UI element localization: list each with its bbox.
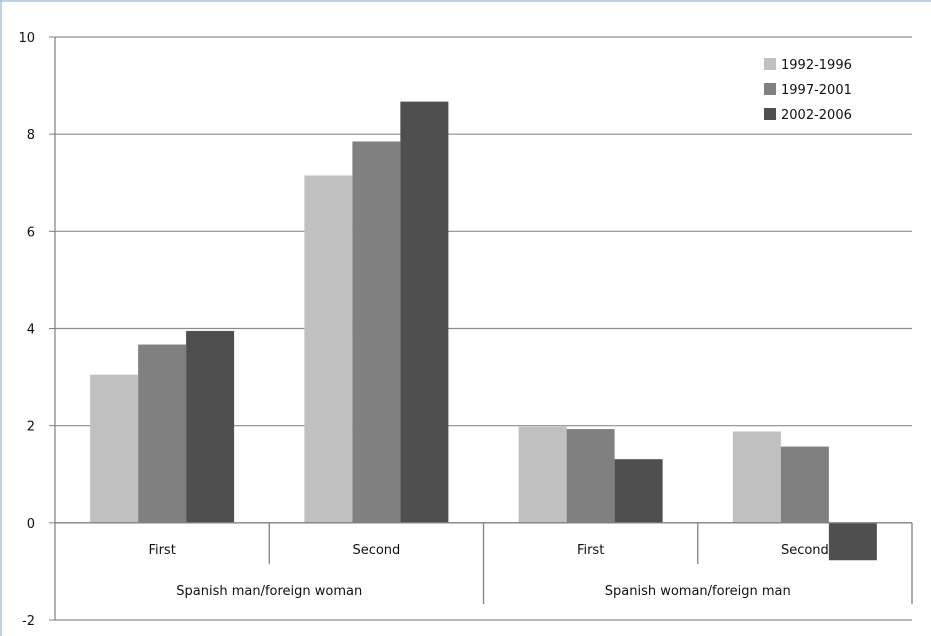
bar-1997-2001 [781,447,829,523]
y-tick-label: 6 [27,225,35,240]
legend-swatch-1992-1996 [764,58,776,70]
y-tick-label: 10 [18,31,35,46]
category-label: Second [781,543,829,558]
bar-1992-1996 [519,427,567,523]
bar-1992-1996 [90,375,138,523]
y-tick-label: 4 [27,323,35,338]
bar-1997-2001 [567,429,615,523]
bar-2002-2006 [400,102,448,523]
bar-1992-1996 [733,431,781,522]
legend-swatch-1997-2001 [764,83,776,95]
legend-swatch-2002-2006 [764,108,776,120]
bar-2002-2006 [615,459,663,523]
y-tick-label: 0 [27,517,35,532]
bar-2002-2006 [829,523,877,560]
y-tick-label: 8 [27,128,35,143]
y-tick-label: -2 [22,614,35,629]
bar-1992-1996 [304,175,352,522]
category-label: First [577,543,604,558]
legend-label: 2002-2006 [781,108,852,123]
bar-2002-2006 [186,331,234,523]
category-label: Second [352,543,400,558]
group-label: Spanish man/foreign woman [176,584,362,599]
legend-label: 1997-2001 [781,83,852,98]
category-label: First [148,543,175,558]
group-label: Spanish woman/foreign man [605,584,791,599]
y-tick-label: 2 [27,420,35,435]
bar-1997-2001 [138,345,186,523]
bar-1997-2001 [352,141,400,522]
legend-label: 1992-1996 [781,58,852,73]
